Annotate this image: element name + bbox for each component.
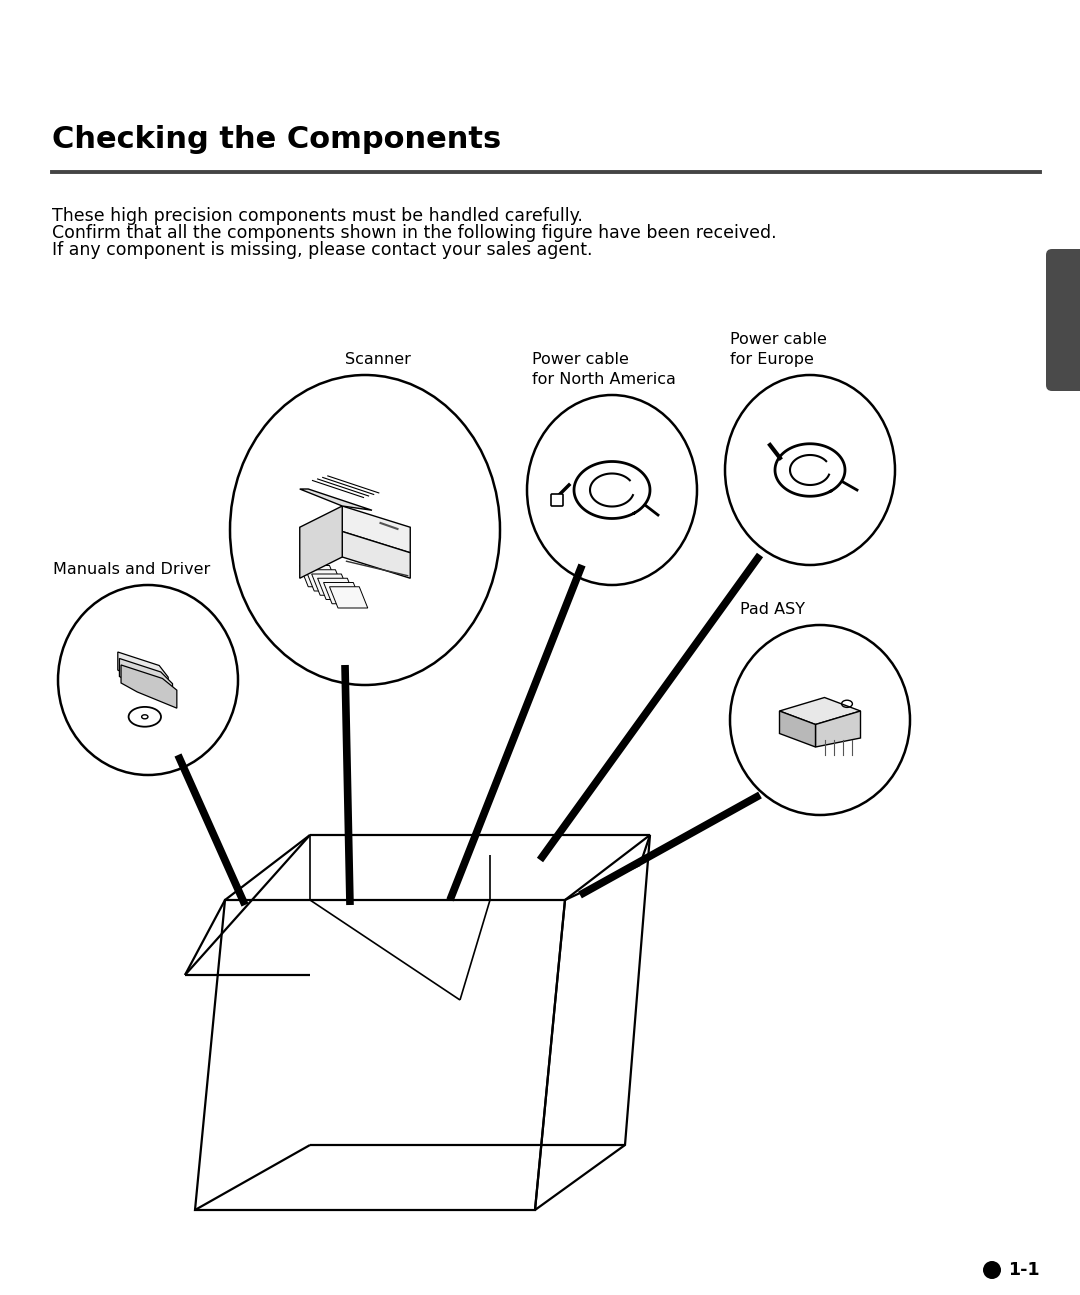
FancyBboxPatch shape	[551, 493, 563, 506]
Polygon shape	[300, 506, 342, 579]
Text: Pad ASY: Pad ASY	[740, 602, 805, 616]
Polygon shape	[780, 711, 815, 747]
Polygon shape	[312, 574, 350, 596]
FancyBboxPatch shape	[1047, 249, 1080, 391]
Polygon shape	[342, 506, 410, 553]
Text: Checking the Components: Checking the Components	[52, 126, 501, 154]
Polygon shape	[121, 664, 177, 708]
Text: These high precision components must be handled carefully.: These high precision components must be …	[52, 207, 583, 225]
Polygon shape	[780, 698, 861, 724]
Polygon shape	[306, 570, 343, 591]
Polygon shape	[118, 651, 168, 695]
Text: Power cable
for North America: Power cable for North America	[532, 352, 676, 387]
Circle shape	[983, 1261, 1001, 1279]
Polygon shape	[342, 531, 410, 579]
Polygon shape	[324, 583, 362, 603]
Polygon shape	[120, 658, 173, 702]
Polygon shape	[318, 579, 355, 600]
Polygon shape	[815, 711, 861, 747]
Text: Power cable
for Europe: Power cable for Europe	[730, 333, 827, 366]
Polygon shape	[300, 490, 372, 510]
Text: Scanner: Scanner	[345, 352, 410, 366]
Text: 1-1: 1-1	[1008, 1261, 1040, 1279]
Polygon shape	[329, 587, 368, 607]
Text: Manuals and Driver: Manuals and Driver	[53, 562, 211, 578]
Text: Confirm that all the components shown in the following figure have been received: Confirm that all the components shown in…	[52, 224, 777, 242]
Text: If any component is missing, please contact your sales agent.: If any component is missing, please cont…	[52, 241, 593, 259]
Polygon shape	[300, 566, 338, 587]
